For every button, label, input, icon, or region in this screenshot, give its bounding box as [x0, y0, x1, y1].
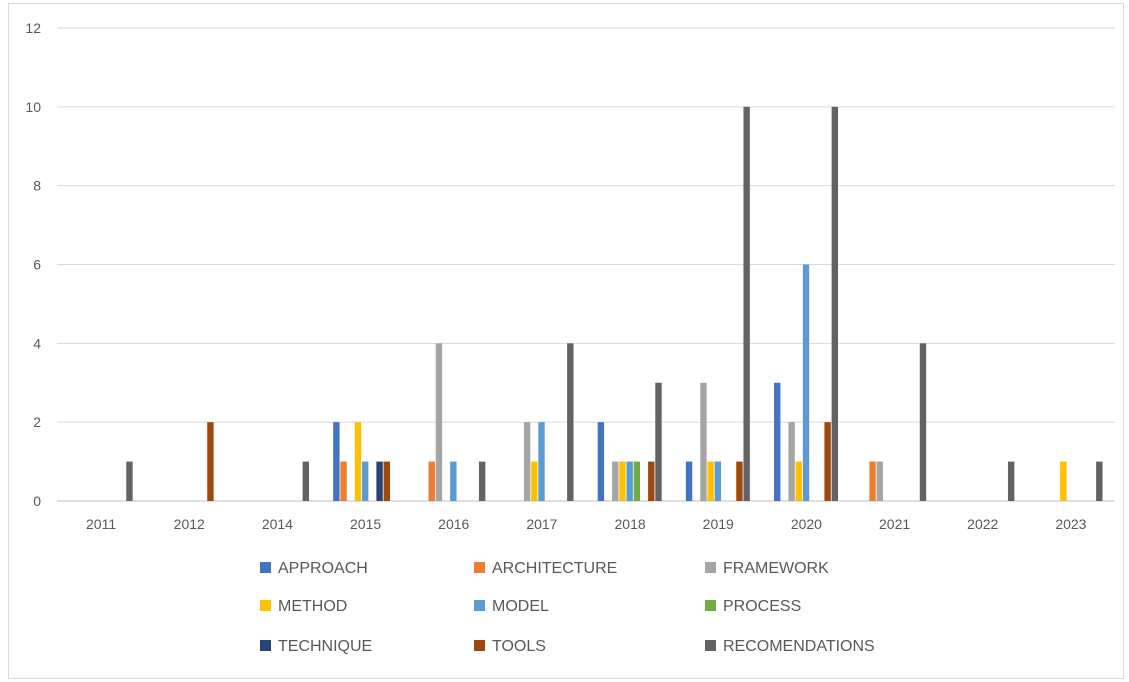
legend-label: METHOD — [278, 598, 347, 615]
legend-swatch — [474, 640, 485, 651]
bar-tools-2019 — [736, 461, 743, 501]
bar-model-2019 — [714, 461, 722, 501]
y-tick-label: 8 — [33, 178, 41, 194]
bar-recomendations-2020 — [831, 106, 839, 501]
bar-method-2023 — [1060, 461, 1067, 501]
legend-item-model: MODEL — [474, 598, 549, 615]
bar-approach-2020 — [774, 382, 781, 501]
legend-label: ARCHITECTURE — [492, 560, 617, 577]
bar-method-2015 — [354, 422, 362, 501]
bar-recomendations-2021 — [919, 343, 927, 501]
x-tick-label: 2017 — [526, 516, 557, 532]
bar-architecture-2016 — [428, 461, 435, 501]
bar-framework-2016 — [435, 343, 443, 501]
x-tick-label: 2023 — [1055, 516, 1086, 532]
x-tick-label: 2015 — [350, 516, 381, 532]
y-axis-ticks: 0 2 4 6 8 10 12 — [25, 20, 41, 509]
legend-swatch — [474, 562, 485, 573]
bar-method-2017 — [531, 461, 538, 501]
legend-label: TECHNIQUE — [278, 638, 372, 655]
y-tick-label: 0 — [33, 493, 41, 509]
x-tick-label: 2019 — [703, 516, 734, 532]
legend-swatch — [705, 562, 716, 573]
legend-swatch — [705, 640, 716, 651]
bar-method-2019 — [707, 461, 714, 501]
legend-swatch — [260, 600, 271, 611]
x-axis-ticks: 2011 2012 2014 2015 2016 2017 2018 2019 2020 2021… — [86, 516, 1087, 532]
x-tick-label: 2012 — [174, 516, 205, 532]
bar-technique-2015 — [376, 461, 383, 501]
x-tick-label: 2016 — [438, 516, 469, 532]
bar-model-2020 — [802, 264, 810, 501]
bar-tools-2012 — [207, 422, 214, 501]
legend-label: APPROACH — [278, 560, 368, 577]
legend-label: MODEL — [492, 598, 549, 615]
legend: APPROACH ARCHITECTURE FRAMEWORK METHOD MODEL… — [260, 560, 875, 655]
x-tick-label: 2014 — [262, 516, 293, 532]
legend-item-architecture: ARCHITECTURE — [474, 560, 617, 577]
legend-item-method: METHOD — [260, 598, 347, 615]
legend-swatch — [474, 600, 485, 611]
x-tick-label: 2021 — [879, 516, 910, 532]
bar-recomendations-2019 — [743, 106, 750, 501]
bar-architecture-2015 — [340, 461, 347, 501]
legend-item-tools: TOOLS — [474, 638, 546, 655]
chart-frame: 0 2 4 6 8 10 12 2011 2012 2014 2015 2016 2017 2018 20… — [8, 3, 1124, 679]
y-tick-label: 6 — [33, 257, 41, 273]
bar-recomendations-2018 — [655, 382, 662, 501]
bar-tools-2020 — [824, 422, 831, 501]
legend-label: PROCESS — [723, 598, 801, 615]
bar-tools-2018 — [648, 461, 655, 501]
bar-method-2018 — [619, 461, 626, 501]
bar-recomendations-2022 — [1007, 461, 1015, 501]
bar-framework-2018 — [612, 461, 619, 501]
bar-recomendations-2011 — [126, 461, 133, 501]
legend-item-process: PROCESS — [705, 598, 801, 615]
bar-process-2018 — [633, 461, 641, 501]
bar-architecture-2021 — [869, 461, 876, 501]
x-tick-label: 2011 — [86, 516, 116, 532]
bar-model-2016 — [450, 461, 457, 501]
x-tick-label: 2022 — [967, 516, 998, 532]
legend-swatch — [260, 640, 271, 651]
y-tick-label: 10 — [25, 99, 41, 115]
legend-swatch — [705, 600, 716, 611]
bar-recomendations-2023 — [1096, 461, 1103, 501]
bar-framework-2017 — [523, 422, 531, 501]
legend-label: RECOMENDATIONS — [723, 638, 875, 655]
legend-item-recomendations: RECOMENDATIONS — [705, 638, 875, 655]
gridlines — [57, 27, 1115, 502]
bar-model-2017 — [538, 422, 545, 501]
legend-label: TOOLS — [492, 638, 546, 655]
bar-approach-2015 — [333, 422, 340, 501]
bar-framework-2021 — [876, 461, 883, 501]
bar-method-2020 — [795, 461, 803, 501]
bar-tools-2015 — [383, 461, 390, 501]
legend-item-technique: TECHNIQUE — [260, 638, 372, 655]
bar-framework-2020 — [788, 422, 795, 501]
legend-item-framework: FRAMEWORK — [705, 560, 829, 577]
bar-approach-2019 — [685, 461, 693, 501]
y-tick-label: 4 — [33, 335, 41, 351]
bar-recomendations-2016 — [478, 461, 486, 501]
y-tick-label: 2 — [33, 414, 41, 430]
legend-label: FRAMEWORK — [723, 560, 829, 577]
bar-recomendations-2017 — [567, 343, 574, 501]
bar-recomendations-2014 — [302, 461, 310, 501]
bar-framework-2019 — [700, 382, 707, 501]
bar-model-2018 — [626, 461, 633, 501]
legend-item-approach: APPROACH — [260, 560, 368, 577]
bar-model-2015 — [361, 461, 369, 501]
y-tick-label: 12 — [25, 20, 41, 36]
bars — [126, 106, 1103, 501]
legend-swatch — [260, 562, 271, 573]
x-tick-label: 2018 — [615, 516, 646, 532]
bar-approach-2018 — [597, 422, 605, 501]
x-tick-label: 2020 — [791, 516, 822, 532]
